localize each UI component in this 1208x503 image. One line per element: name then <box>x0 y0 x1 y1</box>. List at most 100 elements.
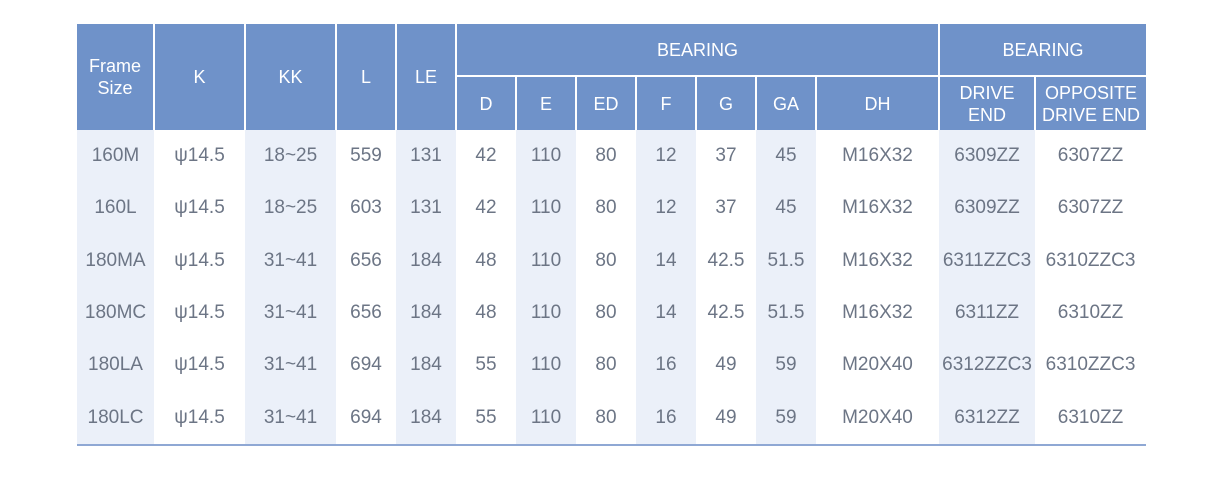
header-bearing-group-1: BEARING <box>454 24 940 77</box>
table-cell: 49 <box>715 354 737 376</box>
table-cell: 80 <box>595 302 617 324</box>
table-row: 180LC ψ14.5 31~41 694 184 55 110 80 16 49 59 M20X40… <box>77 391 1147 446</box>
header-row-2: D E ED F G GA DH DRIVE END OPPOSITE DRIV… <box>77 76 1147 130</box>
table-cell: 80 <box>595 197 617 219</box>
table-cell: 180LA <box>77 339 154 392</box>
table-cell: 14 <box>636 286 696 340</box>
header-ga: GA <box>755 76 816 130</box>
table-cell: 80 <box>595 249 617 271</box>
table-cell: 42.5 <box>707 302 745 324</box>
table-cell: 160L <box>77 182 154 235</box>
header-kk: KK <box>244 24 336 130</box>
table-cell: 6311ZZC3 <box>939 234 1036 287</box>
table-cell: 180MC <box>77 286 154 340</box>
table-cell: 16 <box>636 391 696 446</box>
header-frame-size-line1: Frame <box>88 56 141 76</box>
table-cell: 48 <box>475 249 497 271</box>
table-cell: 18~25 <box>245 130 336 183</box>
table-cell: 31~41 <box>245 286 336 340</box>
table-cell: 12 <box>636 130 696 183</box>
header-k: K <box>153 24 245 130</box>
header-e: E <box>515 76 576 130</box>
table-cell: 180LC <box>77 391 154 446</box>
table-cell: M16X32 <box>842 249 913 271</box>
header-opposite-line1: OPPOSITE <box>1045 82 1138 103</box>
table-cell: 184 <box>396 234 456 287</box>
table-cell: 184 <box>396 339 456 392</box>
header-l: L <box>335 24 396 130</box>
table-cell: 6310ZZC3 <box>1045 249 1136 271</box>
header-le: LE <box>395 24 456 130</box>
table-cell: 16 <box>636 339 696 392</box>
table-cell: 603 <box>350 197 382 219</box>
table-cell: 559 <box>350 145 382 167</box>
table-cell: 49 <box>696 391 756 446</box>
table-cell: 160M <box>77 130 154 183</box>
table-body: 160M ψ14.5 18~25 559 131 42 110 80 12 37 45 M16X32 6… <box>77 130 1147 446</box>
table-cell: 6307ZZ <box>1057 145 1124 167</box>
table-cell: 42.5 <box>707 249 745 271</box>
table-cell: 12 <box>636 182 696 235</box>
table-row: 180LA ψ14.5 31~41 694 184 55 110 80 16 49 59 M20X40… <box>77 339 1146 392</box>
table-cell: 59 <box>756 391 816 446</box>
table-cell: 80 <box>576 391 636 446</box>
table-cell: 37 <box>715 145 737 167</box>
header-f: F <box>635 76 696 130</box>
header-drive-end: DRIVE END <box>938 76 1036 130</box>
table-cell: 14 <box>636 234 696 287</box>
table-cell: 131 <box>396 130 456 183</box>
table-cell: M16X32 <box>842 145 913 167</box>
table-header: Frame Size K KK L LE BEARING BEARING D E… <box>77 24 1147 130</box>
table-row: 160M ψ14.5 18~25 559 131 42 110 80 12 37 45 M16X32 6… <box>77 130 1146 183</box>
header-dh: DH <box>814 76 940 130</box>
header-opposite-line2: DRIVE END <box>1042 104 1141 125</box>
table-cell: 18~25 <box>245 182 336 235</box>
table-cell: 6309ZZ <box>939 182 1036 235</box>
table-cell: 110 <box>516 130 576 183</box>
dimensions-table: Frame Size K KK L LE BEARING BEARING D E… <box>77 24 1147 446</box>
table-cell: 6312ZZC3 <box>939 339 1036 392</box>
table-cell: 59 <box>756 339 816 392</box>
table-cell: 656 <box>350 302 382 324</box>
table-cell: 6309ZZ <box>939 130 1036 183</box>
table-cell: 31~41 <box>245 234 336 287</box>
table-cell: 656 <box>350 249 382 271</box>
table-cell: 55 <box>456 391 516 446</box>
table-cell: 48 <box>475 302 497 324</box>
header-ed: ED <box>575 76 636 130</box>
header-g: G <box>695 76 756 130</box>
table-cell: 37 <box>715 197 737 219</box>
table-cell: 110 <box>516 391 576 446</box>
header-frame-size: Frame Size <box>77 24 154 130</box>
table-cell: ψ14.5 <box>174 302 225 324</box>
table-cell: 31~41 <box>245 339 336 392</box>
table-cell: 6311ZZ <box>939 286 1036 340</box>
table-row: 160L ψ14.5 18~25 603 131 42 110 80 12 37 45 M16X32 6… <box>77 182 1146 235</box>
table-cell: M20X40 <box>816 391 940 446</box>
table-cell: 184 <box>396 391 456 446</box>
table-cell: M20X40 <box>842 354 913 376</box>
table-row: 180MC ψ14.5 31~41 656 184 48 110 80 14 42.5 51.5 M1… <box>77 286 1146 340</box>
table-cell: M16X32 <box>842 302 913 324</box>
table-cell: 180MA <box>77 234 154 287</box>
table-cell: 6307ZZ <box>1057 197 1124 219</box>
table-cell: 42 <box>475 145 497 167</box>
table-cell: 51.5 <box>756 286 816 340</box>
table-cell: ψ14.5 <box>174 197 225 219</box>
table-cell: 6310ZZ <box>1035 391 1147 446</box>
table-cell: 80 <box>595 145 617 167</box>
table-cell: 6310ZZ <box>1057 302 1124 324</box>
table-cell: 51.5 <box>756 234 816 287</box>
header-opposite-drive-end: OPPOSITE DRIVE END <box>1034 76 1147 130</box>
table-cell: 110 <box>516 182 576 235</box>
table-cell: 45 <box>756 182 816 235</box>
header-bearing-group-2: BEARING <box>938 24 1147 77</box>
header-d: D <box>455 76 516 130</box>
table-cell: ψ14.5 <box>154 391 245 446</box>
table-cell: ψ14.5 <box>174 354 225 376</box>
header-drive-end-line2: END <box>968 104 1007 125</box>
table-cell: 131 <box>396 182 456 235</box>
table-cell: 31~41 <box>245 391 336 446</box>
table-cell: 694 <box>336 391 396 446</box>
header-row-1: Frame Size K KK L LE BEARING BEARING <box>77 24 1147 130</box>
